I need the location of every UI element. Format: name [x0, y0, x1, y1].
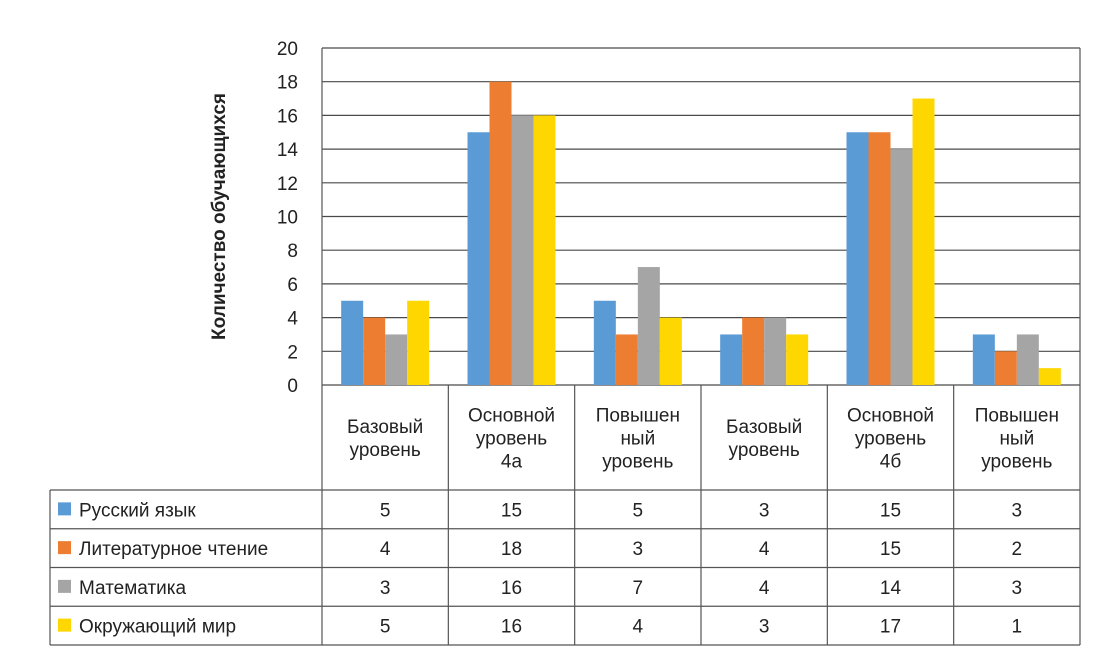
y-tick-label: 20	[277, 39, 298, 60]
bar	[972, 334, 995, 385]
y-tick-label: 0	[287, 376, 298, 397]
legend-swatch	[58, 618, 71, 632]
category-label: Базовый уровень	[347, 417, 423, 461]
data-cell: 2	[1012, 539, 1023, 560]
bar	[489, 81, 512, 385]
data-cell: 4	[759, 578, 770, 599]
y-tick-label: 6	[287, 275, 298, 296]
gridlines	[322, 47, 1080, 386]
y-tick-label: 12	[277, 174, 298, 195]
bar	[912, 98, 935, 386]
legend-swatch	[58, 502, 71, 516]
legend-label: Математика	[79, 578, 187, 599]
bar	[720, 334, 743, 385]
category-label: Базовый уровень	[726, 417, 802, 461]
bar	[868, 132, 891, 385]
data-cell: 15	[501, 500, 522, 521]
data-cell: 5	[633, 500, 644, 521]
y-tick-label: 16	[277, 106, 298, 127]
data-cell: 4	[380, 539, 391, 560]
bar	[363, 317, 386, 385]
bar	[742, 317, 765, 385]
data-cell: 18	[501, 539, 522, 560]
data-cell: 7	[633, 578, 644, 599]
category-label: Основной уровень 4б	[847, 406, 934, 473]
bar	[1016, 334, 1039, 385]
legend-swatch	[58, 579, 71, 593]
data-cell: 15	[880, 539, 901, 560]
bar	[994, 351, 1017, 385]
bar	[846, 132, 869, 385]
bar	[467, 132, 490, 385]
y-tick-label: 18	[277, 73, 298, 94]
y-tick-label: 2	[287, 342, 298, 363]
category-label: Повышен ный уровень	[975, 406, 1059, 473]
data-cell: 3	[380, 578, 391, 599]
bars	[341, 81, 1061, 386]
bar	[533, 115, 556, 386]
y-axis-label: Количество обучающихся	[209, 93, 230, 340]
data-cell: 3	[633, 539, 644, 560]
data-cell: 1	[1012, 617, 1023, 638]
data-cell: 16	[501, 578, 522, 599]
bar	[1038, 368, 1061, 385]
y-tick-label: 14	[277, 140, 299, 161]
y-tick-label: 8	[287, 241, 298, 262]
bar	[615, 334, 638, 385]
data-cell: 3	[759, 500, 770, 521]
data-cell: 14	[880, 578, 902, 599]
data-cell: 3	[1012, 578, 1023, 599]
data-cell: 4	[759, 539, 770, 560]
bar	[659, 317, 682, 385]
data-cell: 15	[880, 500, 901, 521]
bar	[511, 115, 534, 386]
y-tick-label: 10	[277, 208, 298, 229]
data-table: Базовый уровень Основной уровень 4а Повышен ны…	[49, 48, 1081, 646]
y-tick-label: 4	[287, 309, 298, 330]
legend-swatch	[58, 541, 71, 555]
bar	[637, 267, 660, 385]
category-label: Повышен ный уровень	[596, 406, 680, 473]
data-cell: 4	[633, 617, 644, 638]
data-cell: 3	[759, 617, 770, 638]
bar	[341, 300, 364, 385]
bar	[890, 149, 913, 385]
bar	[786, 334, 809, 385]
bar	[385, 334, 408, 385]
legend-label: Русский язык	[79, 500, 196, 521]
data-cell: 5	[380, 500, 391, 521]
category-label: Основной уровень 4а	[468, 406, 555, 473]
data-cell: 16	[501, 617, 522, 638]
data-cell: 17	[880, 617, 901, 638]
y-ticks: 0 2 4 6 8 10 12 14 16 18 20	[277, 39, 299, 397]
data-cell: 5	[380, 617, 391, 638]
legend-label: Литературное чтение	[79, 539, 268, 560]
bar	[593, 300, 616, 385]
data-cell: 3	[1012, 500, 1023, 521]
bar	[764, 317, 787, 385]
legend-label: Окружающий мир	[79, 617, 236, 638]
bar	[407, 300, 430, 385]
